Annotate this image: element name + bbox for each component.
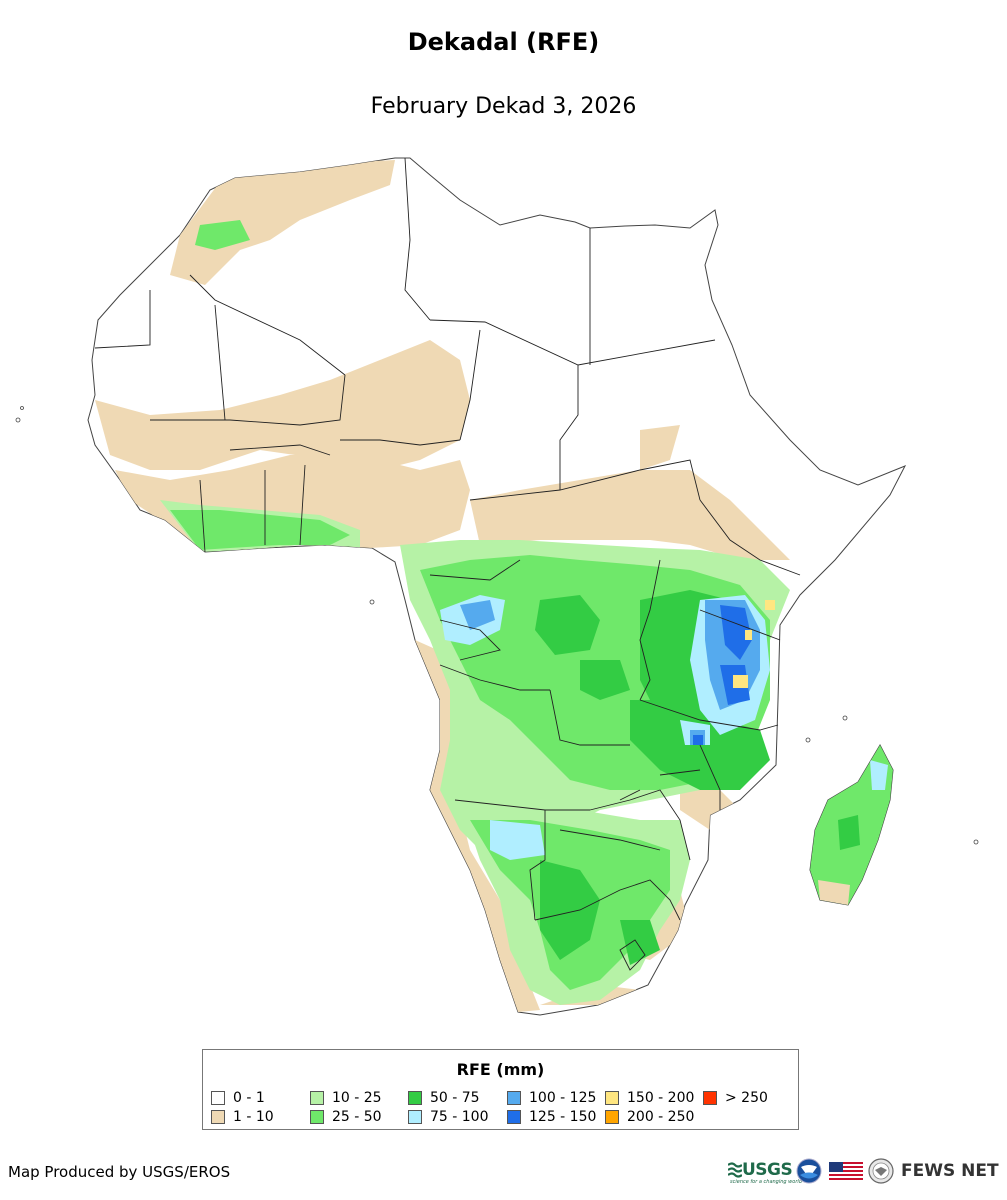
legend-label: 200 - 250 (627, 1109, 695, 1125)
legend-label: 100 - 125 (529, 1090, 597, 1106)
legend-swatch (703, 1091, 717, 1105)
legend-label: 50 - 75 (430, 1090, 480, 1106)
legend-swatch (310, 1110, 324, 1124)
legend-label: > 250 (725, 1090, 768, 1106)
legend-title: RFE (mm) (456, 1060, 545, 1079)
legend-label: 75 - 100 (430, 1109, 489, 1125)
usgs-tagline: science for a changing world (730, 1179, 802, 1185)
legend-swatch (408, 1110, 422, 1124)
country-borders (94, 157, 801, 971)
legend-label: 125 - 150 (529, 1109, 597, 1125)
legend: RFE (mm) 0 - 1 1 - 10 10 - 25 25 - 50 50… (202, 1049, 799, 1130)
legend-swatch (310, 1091, 324, 1105)
state-department-seal-icon (868, 1158, 894, 1184)
legend-label: 150 - 200 (627, 1090, 695, 1106)
usgs-logo: USGS science for a changing world (728, 1160, 802, 1186)
us-flag-icon (829, 1162, 863, 1182)
rainfall-field (95, 160, 790, 1012)
map-title: Dekadal (RFE) (407, 28, 600, 56)
legend-label: 25 - 50 (332, 1109, 382, 1125)
legend-swatch (507, 1110, 521, 1124)
usgs-wave-icon (728, 1162, 742, 1178)
map-subtitle: February Dekad 3, 2026 (370, 94, 637, 119)
islands (15, 406, 979, 845)
legend-label: 10 - 25 (332, 1090, 382, 1106)
map-credit: Map Produced by USGS/EROS (8, 1163, 231, 1181)
legend-swatch (605, 1091, 619, 1105)
legend-swatch (211, 1091, 225, 1105)
legend-swatch (408, 1091, 422, 1105)
legend-swatch (211, 1110, 225, 1124)
legend-swatch (507, 1091, 521, 1105)
africa-rainfall-map (15, 157, 979, 1016)
legend-label: 0 - 1 (233, 1090, 265, 1106)
usgs-text: USGS (742, 1160, 793, 1180)
legend-swatch (605, 1110, 619, 1124)
legend-label: 1 - 10 (233, 1109, 274, 1125)
fewsnet-logo-text: FEWS NET (901, 1161, 999, 1181)
noaa-logo-icon (796, 1158, 822, 1184)
logo-bar: USGS science for a changing world FEWS N… (728, 1158, 999, 1188)
